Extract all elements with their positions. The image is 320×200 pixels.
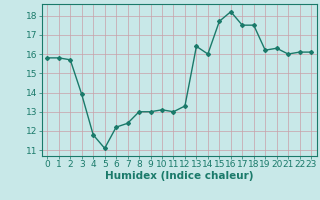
X-axis label: Humidex (Indice chaleur): Humidex (Indice chaleur) bbox=[105, 171, 253, 181]
